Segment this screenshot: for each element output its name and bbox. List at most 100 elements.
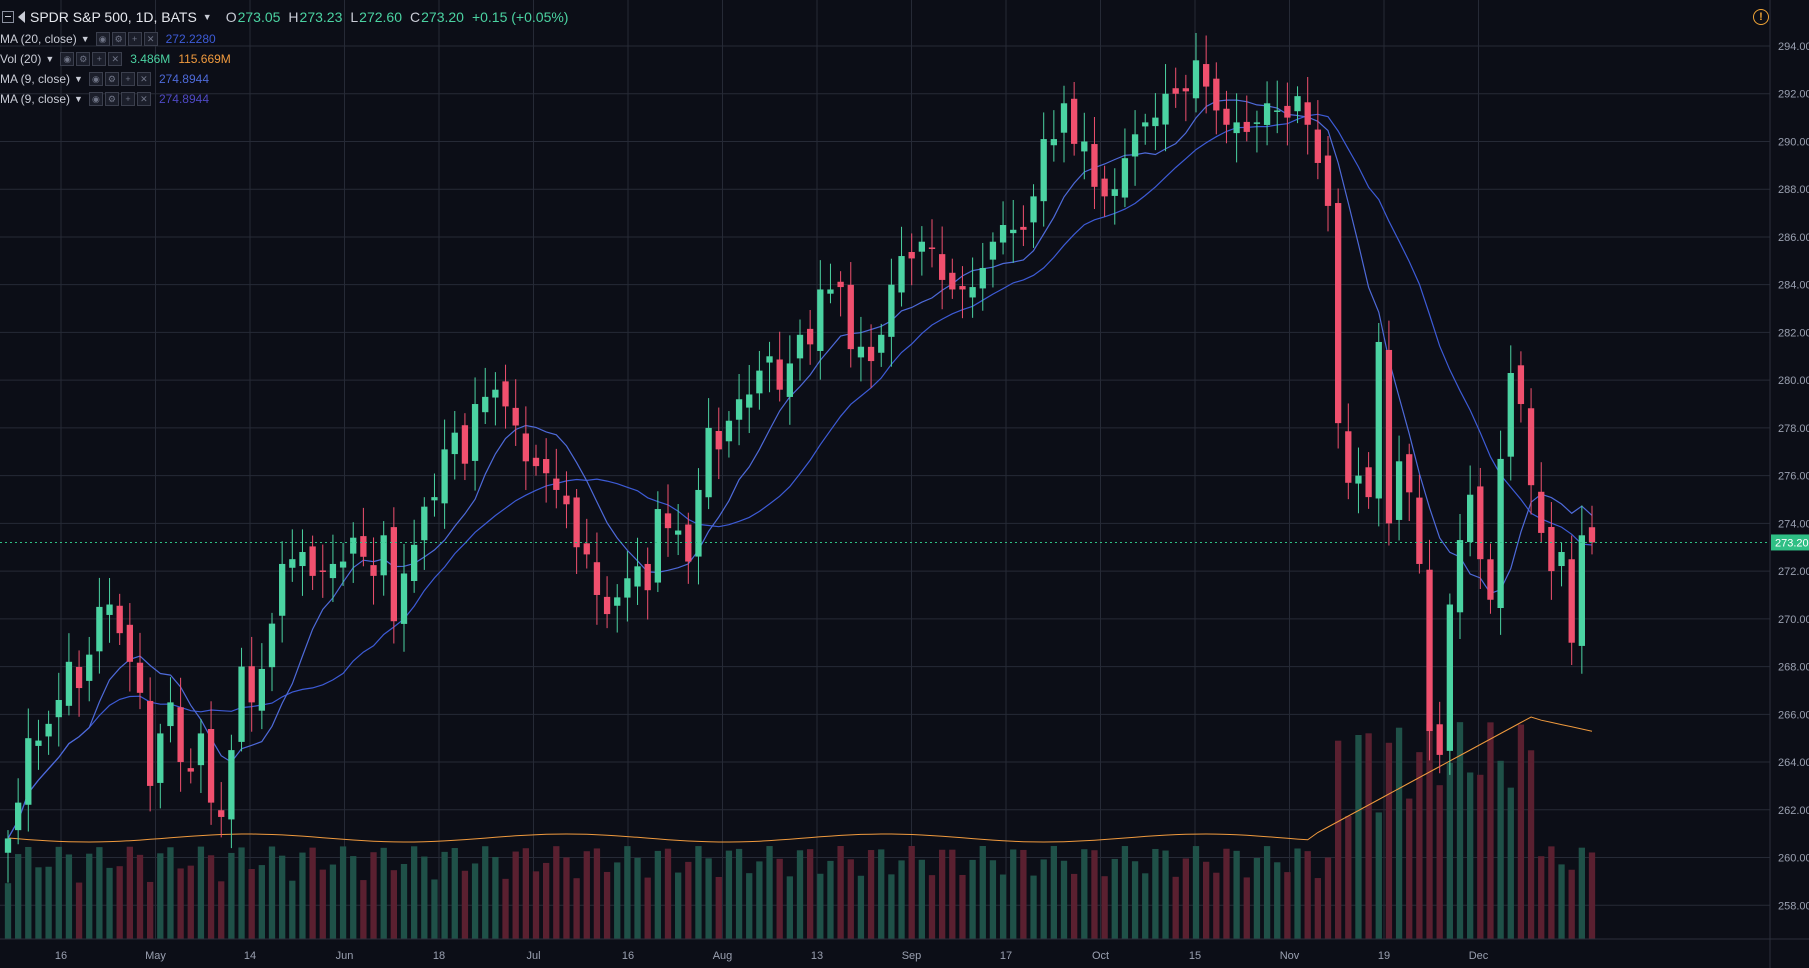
volume-bar bbox=[1050, 846, 1057, 939]
price-tick-label: 276.00 bbox=[1778, 471, 1809, 483]
candle-body bbox=[411, 544, 418, 581]
indicator-name[interactable]: MA (20, close) bbox=[0, 32, 77, 46]
candle-body bbox=[532, 457, 540, 467]
eye-icon[interactable]: ◉ bbox=[88, 72, 103, 86]
candle-body bbox=[634, 566, 641, 587]
indicator-row-ma9: MA (9, close) ▼ ◉ ⚙ + ✕ 274.8944 bbox=[0, 70, 209, 88]
chevron-down-icon[interactable]: ▼ bbox=[202, 12, 212, 22]
close-icon[interactable]: ✕ bbox=[108, 52, 123, 66]
close-icon[interactable]: ✕ bbox=[143, 32, 158, 46]
candle-body bbox=[25, 738, 32, 805]
settings-icon[interactable]: ⚙ bbox=[111, 32, 126, 46]
settings-icon[interactable]: ⚙ bbox=[104, 72, 119, 86]
volume-bar bbox=[634, 857, 641, 939]
indicator-name[interactable]: MA (9, close) bbox=[0, 92, 71, 106]
collapse-legend-icon[interactable] bbox=[2, 11, 14, 23]
volume-bar bbox=[1284, 872, 1291, 939]
candle-body bbox=[177, 707, 184, 763]
indicator-name[interactable]: Vol (20) bbox=[0, 52, 42, 66]
volume-bar bbox=[1010, 849, 1017, 939]
candle-body bbox=[543, 459, 550, 474]
settings-icon[interactable]: ⚙ bbox=[104, 92, 119, 106]
volume-bar bbox=[1101, 876, 1108, 939]
volume-bar bbox=[218, 881, 225, 939]
volume-bar bbox=[167, 847, 174, 939]
add-icon[interactable]: + bbox=[120, 72, 135, 86]
candle-body bbox=[908, 252, 915, 259]
candle-body bbox=[725, 420, 733, 442]
candle-body bbox=[1406, 454, 1413, 493]
volume-bar bbox=[1020, 849, 1027, 939]
volume-bars bbox=[4, 722, 1596, 939]
candle-body bbox=[482, 396, 489, 413]
volume-bar bbox=[248, 869, 255, 939]
candle-body bbox=[289, 559, 296, 568]
candle-body bbox=[1335, 203, 1342, 424]
candle-body bbox=[380, 535, 387, 576]
price-tick-label: 268.00 bbox=[1778, 662, 1809, 674]
volume-bar bbox=[1233, 850, 1240, 939]
add-icon[interactable]: + bbox=[92, 52, 107, 66]
volume-bar bbox=[1111, 858, 1118, 939]
candle-body bbox=[969, 287, 976, 298]
volume-bar bbox=[350, 856, 357, 939]
volume-bar bbox=[1304, 851, 1311, 939]
volume-bar bbox=[908, 846, 915, 939]
candle-body bbox=[329, 563, 337, 579]
candle-body bbox=[339, 561, 347, 568]
volume-bar bbox=[1497, 760, 1504, 939]
close-icon[interactable]: ✕ bbox=[136, 72, 151, 86]
candle-body bbox=[735, 399, 743, 420]
volume-bar bbox=[593, 848, 601, 939]
eye-icon[interactable]: ◉ bbox=[60, 52, 75, 66]
indicator-name[interactable]: MA (9, close) bbox=[0, 72, 71, 86]
volume-bar bbox=[147, 881, 154, 939]
volume-bar bbox=[1456, 722, 1464, 939]
candle-body bbox=[675, 530, 682, 535]
volume-bar bbox=[157, 853, 164, 939]
volume-bar bbox=[268, 846, 276, 939]
volume-bar bbox=[75, 882, 83, 939]
candle-body bbox=[918, 241, 925, 252]
settings-icon[interactable]: ⚙ bbox=[76, 52, 91, 66]
volume-bar bbox=[1385, 742, 1393, 939]
add-icon[interactable]: + bbox=[127, 32, 142, 46]
time-tick-label: 15 bbox=[1189, 950, 1201, 962]
chevron-down-icon[interactable]: ▼ bbox=[74, 94, 83, 104]
candle-body bbox=[1304, 102, 1311, 125]
candle-body bbox=[167, 702, 174, 727]
warning-circle-icon[interactable]: ! bbox=[1753, 9, 1769, 25]
volume-bar bbox=[1446, 762, 1453, 939]
candle-body bbox=[867, 346, 875, 362]
volume-bar bbox=[949, 849, 956, 939]
chevron-down-icon[interactable]: ▼ bbox=[45, 54, 55, 64]
eye-icon[interactable]: ◉ bbox=[88, 92, 103, 106]
chevron-down-icon[interactable]: ▼ bbox=[74, 74, 83, 84]
symbol-title[interactable]: SPDR S&P 500, 1D, BATS bbox=[30, 9, 197, 25]
volume-bar bbox=[370, 852, 377, 939]
time-tick-label: 16 bbox=[622, 950, 634, 962]
volume-bar bbox=[482, 846, 489, 939]
volume-bar bbox=[1527, 750, 1535, 939]
volume-bar bbox=[1436, 785, 1443, 939]
candle-body bbox=[1223, 108, 1230, 125]
candle-body bbox=[949, 272, 956, 290]
volume-bar bbox=[1578, 847, 1585, 939]
close-icon[interactable]: ✕ bbox=[136, 92, 151, 106]
candle-body bbox=[1131, 134, 1139, 157]
candle-body bbox=[147, 700, 154, 786]
chevron-down-icon[interactable]: ▼ bbox=[80, 34, 90, 44]
candle-body bbox=[1446, 604, 1453, 751]
add-icon[interactable]: + bbox=[120, 92, 135, 106]
moving-average-lines bbox=[7, 99, 1593, 839]
volume-bar bbox=[735, 848, 743, 939]
candle-body bbox=[421, 506, 428, 541]
volume-bar bbox=[898, 860, 905, 939]
eye-icon[interactable]: ◉ bbox=[95, 32, 110, 46]
volume-bar bbox=[959, 874, 966, 939]
volume-bar bbox=[725, 850, 733, 939]
time-tick-label: Nov bbox=[1280, 950, 1300, 962]
candle-body bbox=[563, 495, 570, 505]
candle-body bbox=[106, 604, 113, 615]
